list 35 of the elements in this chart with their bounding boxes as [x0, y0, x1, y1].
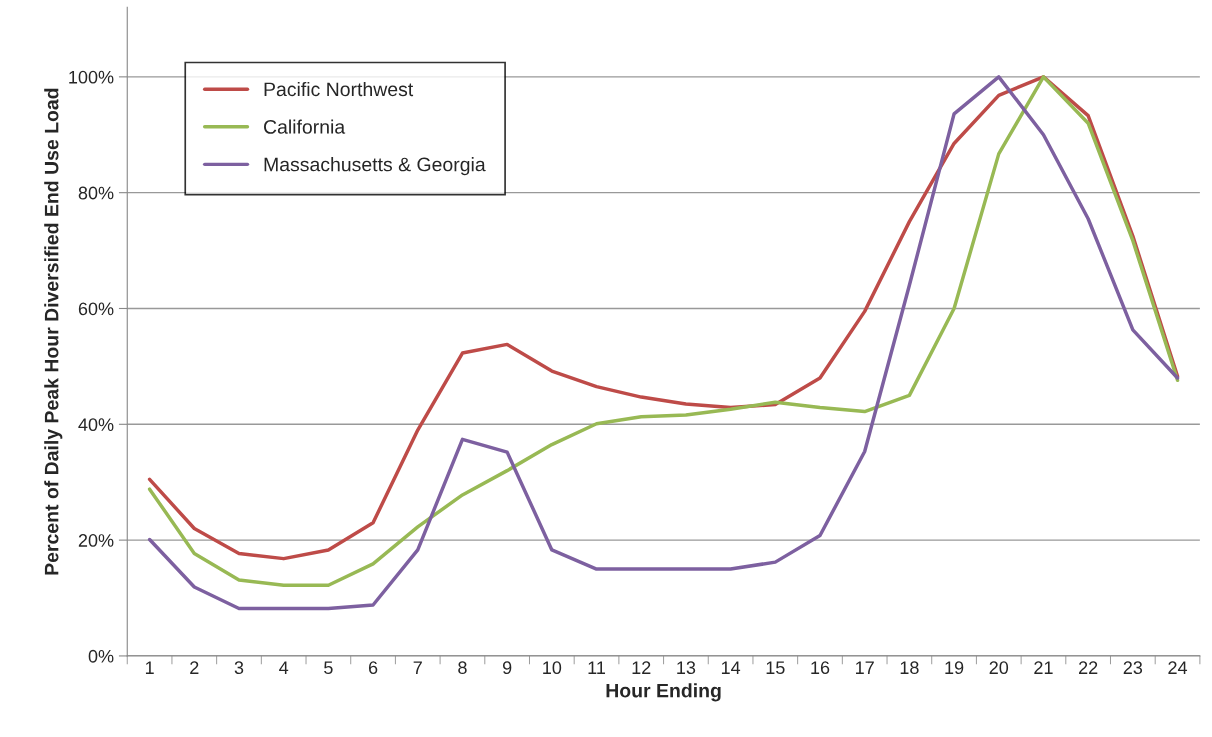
x-tick-label: 1: [145, 661, 154, 674]
x-tick-label: 20: [989, 661, 1009, 675]
x-tick-label: 9: [502, 661, 512, 675]
x-tick-label: 5: [324, 661, 333, 675]
x-tick-label: 11: [588, 661, 606, 674]
x-tick-label: 4: [279, 661, 289, 674]
y-tick-label: 80%: [78, 186, 114, 200]
y-tick-label: 100%: [69, 70, 114, 84]
x-tick-label: 15: [766, 661, 785, 675]
x-tick-label: 14: [721, 661, 741, 674]
legend-label: Pacific Northwest: [264, 81, 414, 97]
x-tick-label: 2: [190, 661, 199, 674]
y-tick-label: 0%: [88, 649, 114, 663]
x-tick-label: 8: [458, 661, 467, 675]
x-tick-label: 12: [632, 661, 651, 674]
x-tick-label: 24: [1168, 661, 1188, 674]
x-tick-label: 10: [543, 661, 562, 675]
y-axis-title: Percent of Daily Peak Hour Diversified End Use Load: [44, 88, 63, 575]
x-tick-label: 23: [1123, 661, 1143, 675]
x-tick-label: 17: [856, 661, 874, 674]
x-tick-label: 7: [413, 661, 422, 674]
x-tick-label: 3: [234, 661, 244, 675]
x-tick-label: 21: [1034, 661, 1053, 674]
x-tick-label: 13: [677, 661, 696, 675]
x-tick-label: 19: [945, 661, 964, 675]
x-tick-label: 18: [900, 661, 919, 675]
y-tick-label: 40%: [78, 418, 114, 432]
x-tick-label: 6: [368, 661, 378, 675]
x-tick-label: 22: [1079, 661, 1098, 674]
x-axis-title: Hour Ending: [606, 683, 721, 702]
y-tick-label: 60%: [78, 302, 114, 316]
x-tick-label: 16: [811, 661, 830, 675]
y-tick-label: 20%: [78, 534, 114, 547]
legend-label: California: [264, 119, 346, 134]
legend-label: Massachusetts & Georgia: [264, 157, 486, 176]
